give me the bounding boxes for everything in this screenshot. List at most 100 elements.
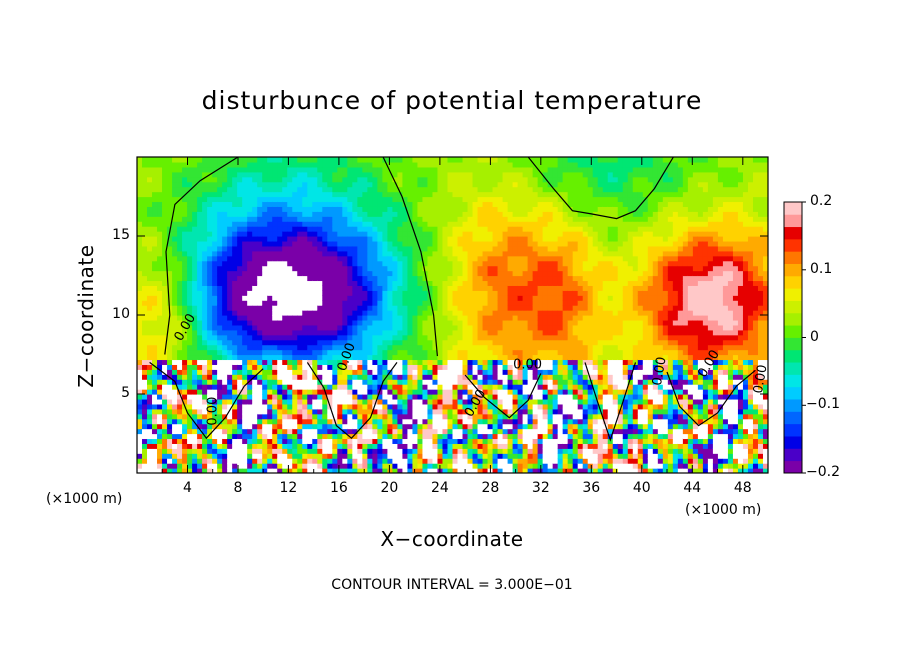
heatmap-cell	[207, 433, 213, 440]
heatmap-cell	[417, 379, 424, 385]
heatmap-cell	[212, 349, 218, 356]
heatmap-cell	[342, 408, 348, 415]
heatmap-cell	[232, 181, 238, 188]
heatmap-cell	[207, 329, 213, 336]
heatmap-cell	[337, 265, 343, 272]
heatmap-cell	[222, 468, 228, 473]
heatmap-cell	[297, 374, 303, 380]
heatmap-cell	[192, 349, 198, 356]
heatmap-cell	[492, 349, 499, 356]
heatmap-cell	[302, 265, 308, 272]
heatmap-cell	[367, 369, 373, 375]
heatmap-cell	[472, 181, 479, 188]
heatmap-cell	[487, 290, 494, 296]
heatmap-cell	[517, 305, 524, 311]
heatmap-cell	[232, 221, 238, 227]
heatmap-cell	[467, 157, 474, 163]
heatmap-cell	[432, 206, 439, 212]
heatmap-cell	[397, 236, 404, 242]
heatmap-cell	[352, 344, 358, 351]
heatmap-cell	[317, 196, 323, 203]
heatmap-cell	[282, 458, 288, 464]
heatmap-cell	[462, 463, 469, 469]
heatmap-cell	[407, 433, 414, 440]
heatmap-cell	[482, 270, 489, 277]
heatmap-cell	[302, 418, 308, 425]
heatmap-cell	[237, 354, 243, 361]
heatmap-cell	[217, 186, 223, 193]
heatmap-cell	[522, 275, 529, 282]
heatmap-cell	[517, 157, 524, 163]
heatmap-cell	[257, 354, 263, 361]
heatmap-cell	[487, 329, 494, 336]
heatmap-cell	[187, 240, 193, 247]
heatmap-cell	[167, 295, 173, 301]
heatmap-cell	[367, 359, 373, 365]
heatmap-cell	[212, 354, 218, 361]
heatmap-cell	[297, 270, 303, 277]
heatmap-cell	[362, 433, 368, 440]
heatmap-cell	[467, 295, 474, 301]
heatmap-cell	[352, 403, 358, 410]
heatmap-cell	[482, 339, 489, 346]
heatmap-cell	[337, 339, 343, 346]
heatmap-cell	[392, 285, 399, 291]
heatmap-cell	[422, 226, 429, 232]
heatmap-cell	[472, 161, 479, 168]
heatmap-cell	[467, 171, 474, 178]
heatmap-cell	[467, 181, 474, 188]
heatmap-cell	[377, 181, 383, 188]
heatmap-cell	[217, 408, 223, 415]
heatmap-cell	[442, 171, 449, 178]
heatmap-cell	[162, 186, 168, 193]
heatmap-cell	[337, 413, 343, 420]
heatmap-cell	[452, 359, 459, 365]
heatmap-cell	[192, 389, 198, 395]
heatmap-cell	[142, 196, 148, 203]
heatmap-cell	[302, 275, 308, 282]
heatmap-cell	[207, 201, 213, 207]
heatmap-cell	[217, 305, 223, 311]
heatmap-cell	[147, 255, 153, 262]
heatmap-cell	[492, 354, 499, 361]
heatmap-cell	[177, 186, 183, 193]
heatmap-cell	[147, 418, 153, 425]
heatmap-cell	[177, 255, 183, 262]
heatmap-cell	[522, 305, 529, 311]
heatmap-cell	[367, 250, 373, 257]
heatmap-cell	[197, 305, 203, 311]
heatmap-cell	[352, 270, 358, 277]
heatmap-cell	[232, 216, 238, 222]
heatmap-cell	[507, 359, 514, 365]
heatmap-cell	[387, 216, 394, 222]
heatmap-cell	[287, 389, 293, 395]
heatmap-cell	[262, 334, 268, 341]
heatmap-cell	[347, 423, 353, 430]
heatmap-cell	[167, 359, 173, 365]
heatmap-cell	[377, 305, 383, 311]
heatmap-cell	[347, 310, 353, 316]
heatmap-cell	[167, 216, 173, 222]
heatmap-cell	[257, 413, 263, 420]
heatmap-cell	[177, 206, 183, 212]
heatmap-cell	[517, 285, 524, 291]
heatmap-cell	[277, 354, 283, 361]
heatmap-cell	[282, 398, 288, 405]
heatmap-cell	[172, 191, 178, 198]
heatmap-cell	[202, 379, 208, 385]
heatmap-cell	[157, 240, 163, 247]
heatmap-cell	[312, 463, 318, 469]
heatmap-cell	[297, 433, 303, 440]
heatmap-cell	[447, 255, 454, 262]
heatmap-cell	[232, 319, 238, 326]
heatmap-cell	[137, 423, 143, 430]
heatmap-cell	[167, 408, 173, 415]
heatmap-cell	[427, 290, 434, 296]
heatmap-cell	[412, 329, 419, 336]
heatmap-cell	[257, 324, 263, 331]
heatmap-cell	[412, 171, 419, 178]
heatmap-cell	[207, 305, 213, 311]
heatmap-cell	[202, 265, 208, 272]
heatmap-cell	[462, 398, 469, 405]
heatmap-cell	[302, 285, 308, 291]
